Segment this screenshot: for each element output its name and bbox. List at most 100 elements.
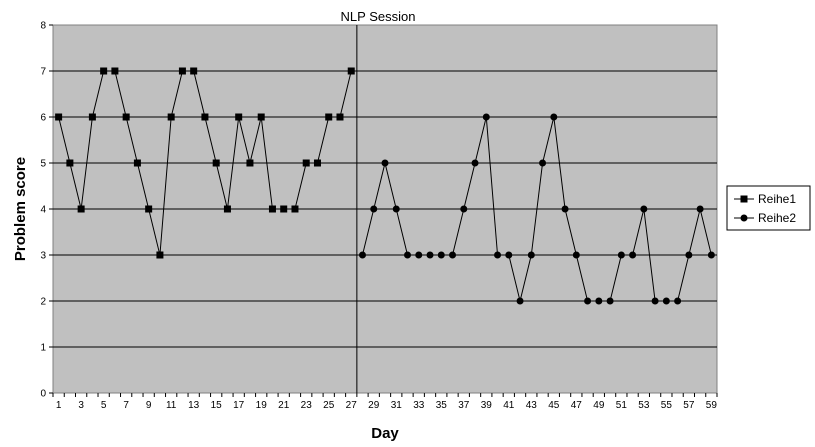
x-tick-label: 45 — [548, 400, 560, 411]
data-point — [235, 113, 243, 121]
x-tick-label: 31 — [391, 400, 403, 411]
x-tick-label: 41 — [503, 400, 515, 411]
data-point — [550, 113, 558, 121]
x-tick-label: 49 — [593, 400, 605, 411]
data-point — [707, 251, 715, 259]
data-point — [111, 67, 119, 75]
data-point — [156, 251, 164, 259]
data-point — [145, 205, 153, 213]
y-tick-label: 1 — [40, 343, 46, 354]
x-axis-ticks: 1 3 5 7 9 11 13 15 17 19 21 23 25 27 29 31 33 35 37 39 41 43 4… — [52, 393, 718, 411]
data-point — [505, 251, 513, 259]
legend-label: Reihe1 — [758, 192, 796, 206]
x-tick-label: 19 — [256, 400, 268, 411]
data-point — [662, 297, 670, 305]
data-point — [629, 251, 637, 259]
data-point — [313, 159, 321, 167]
data-point — [100, 67, 108, 75]
legend-marker — [740, 214, 748, 222]
data-point — [437, 251, 445, 259]
data-point — [246, 159, 254, 167]
x-tick-label: 5 — [101, 400, 107, 411]
legend-item: Reihe2 — [734, 211, 796, 225]
y-axis-ticks: 0 1 2 3 4 5 6 7 8 — [40, 21, 53, 400]
data-point — [404, 251, 412, 259]
x-tick-label: 13 — [188, 400, 200, 411]
x-tick-label: 7 — [123, 400, 129, 411]
series-1 — [55, 67, 355, 259]
data-point — [302, 159, 310, 167]
x-tick-label: 15 — [211, 400, 223, 411]
x-tick-label: 39 — [481, 400, 493, 411]
data-point — [516, 297, 524, 305]
data-point — [201, 113, 209, 121]
y-axis-title: Problem score — [12, 157, 29, 261]
data-point — [584, 297, 592, 305]
data-point — [539, 159, 547, 167]
data-point — [471, 159, 479, 167]
y-tick-label: 7 — [40, 67, 46, 78]
x-tick-label: 25 — [323, 400, 335, 411]
y-tick-label: 0 — [40, 389, 46, 400]
legend: Reihe1 Reihe2 — [726, 185, 811, 231]
legend-box — [726, 185, 811, 231]
x-tick-label: 37 — [458, 400, 470, 411]
data-point — [167, 113, 175, 121]
data-point — [347, 67, 355, 75]
data-point — [358, 251, 366, 259]
data-point — [527, 251, 535, 259]
x-tick-label: 9 — [146, 400, 152, 411]
data-point — [88, 113, 96, 121]
data-point — [696, 205, 704, 213]
y-tick-label: 2 — [40, 297, 46, 308]
series-layer — [55, 67, 715, 305]
x-tick-label: 55 — [661, 400, 673, 411]
chart-title: NLP Session — [341, 9, 416, 24]
data-point — [426, 251, 434, 259]
data-point — [415, 251, 423, 259]
data-point — [291, 205, 299, 213]
x-tick-label: 59 — [706, 400, 718, 411]
data-point — [370, 205, 378, 213]
y-tick-label: 4 — [40, 205, 46, 216]
y-tick-label: 3 — [40, 251, 46, 262]
data-point — [392, 205, 400, 213]
data-point — [336, 113, 344, 121]
data-point — [212, 159, 220, 167]
data-point — [381, 159, 389, 167]
legend-label: Reihe2 — [758, 211, 796, 225]
data-point — [178, 67, 186, 75]
legend-item: Reihe1 — [734, 192, 796, 206]
data-point — [561, 205, 569, 213]
data-point — [674, 297, 682, 305]
x-tick-label: 23 — [301, 400, 313, 411]
data-point — [257, 113, 265, 121]
y-tick-label: 5 — [40, 159, 46, 170]
series-2 — [358, 113, 715, 305]
data-point — [572, 251, 580, 259]
x-tick-label: 57 — [683, 400, 695, 411]
x-tick-label: 3 — [78, 400, 84, 411]
data-point — [606, 297, 614, 305]
data-point — [651, 297, 659, 305]
data-point — [595, 297, 603, 305]
data-point — [482, 113, 490, 121]
legend-marker — [740, 195, 748, 203]
x-tick-label: 11 — [166, 400, 177, 411]
data-point — [268, 205, 276, 213]
data-point — [325, 113, 333, 121]
data-point — [685, 251, 693, 259]
x-tick-label: 47 — [571, 400, 583, 411]
data-point — [66, 159, 74, 167]
x-tick-label: 33 — [413, 400, 425, 411]
x-tick-label: 51 — [616, 400, 628, 411]
data-point — [460, 205, 468, 213]
data-point — [55, 113, 63, 121]
x-tick-label: 53 — [638, 400, 650, 411]
data-point — [449, 251, 457, 259]
y-tick-label: 6 — [40, 113, 46, 124]
x-tick-label: 1 — [56, 400, 62, 411]
x-axis-title: Day — [371, 425, 399, 442]
x-tick-label: 27 — [346, 400, 358, 411]
